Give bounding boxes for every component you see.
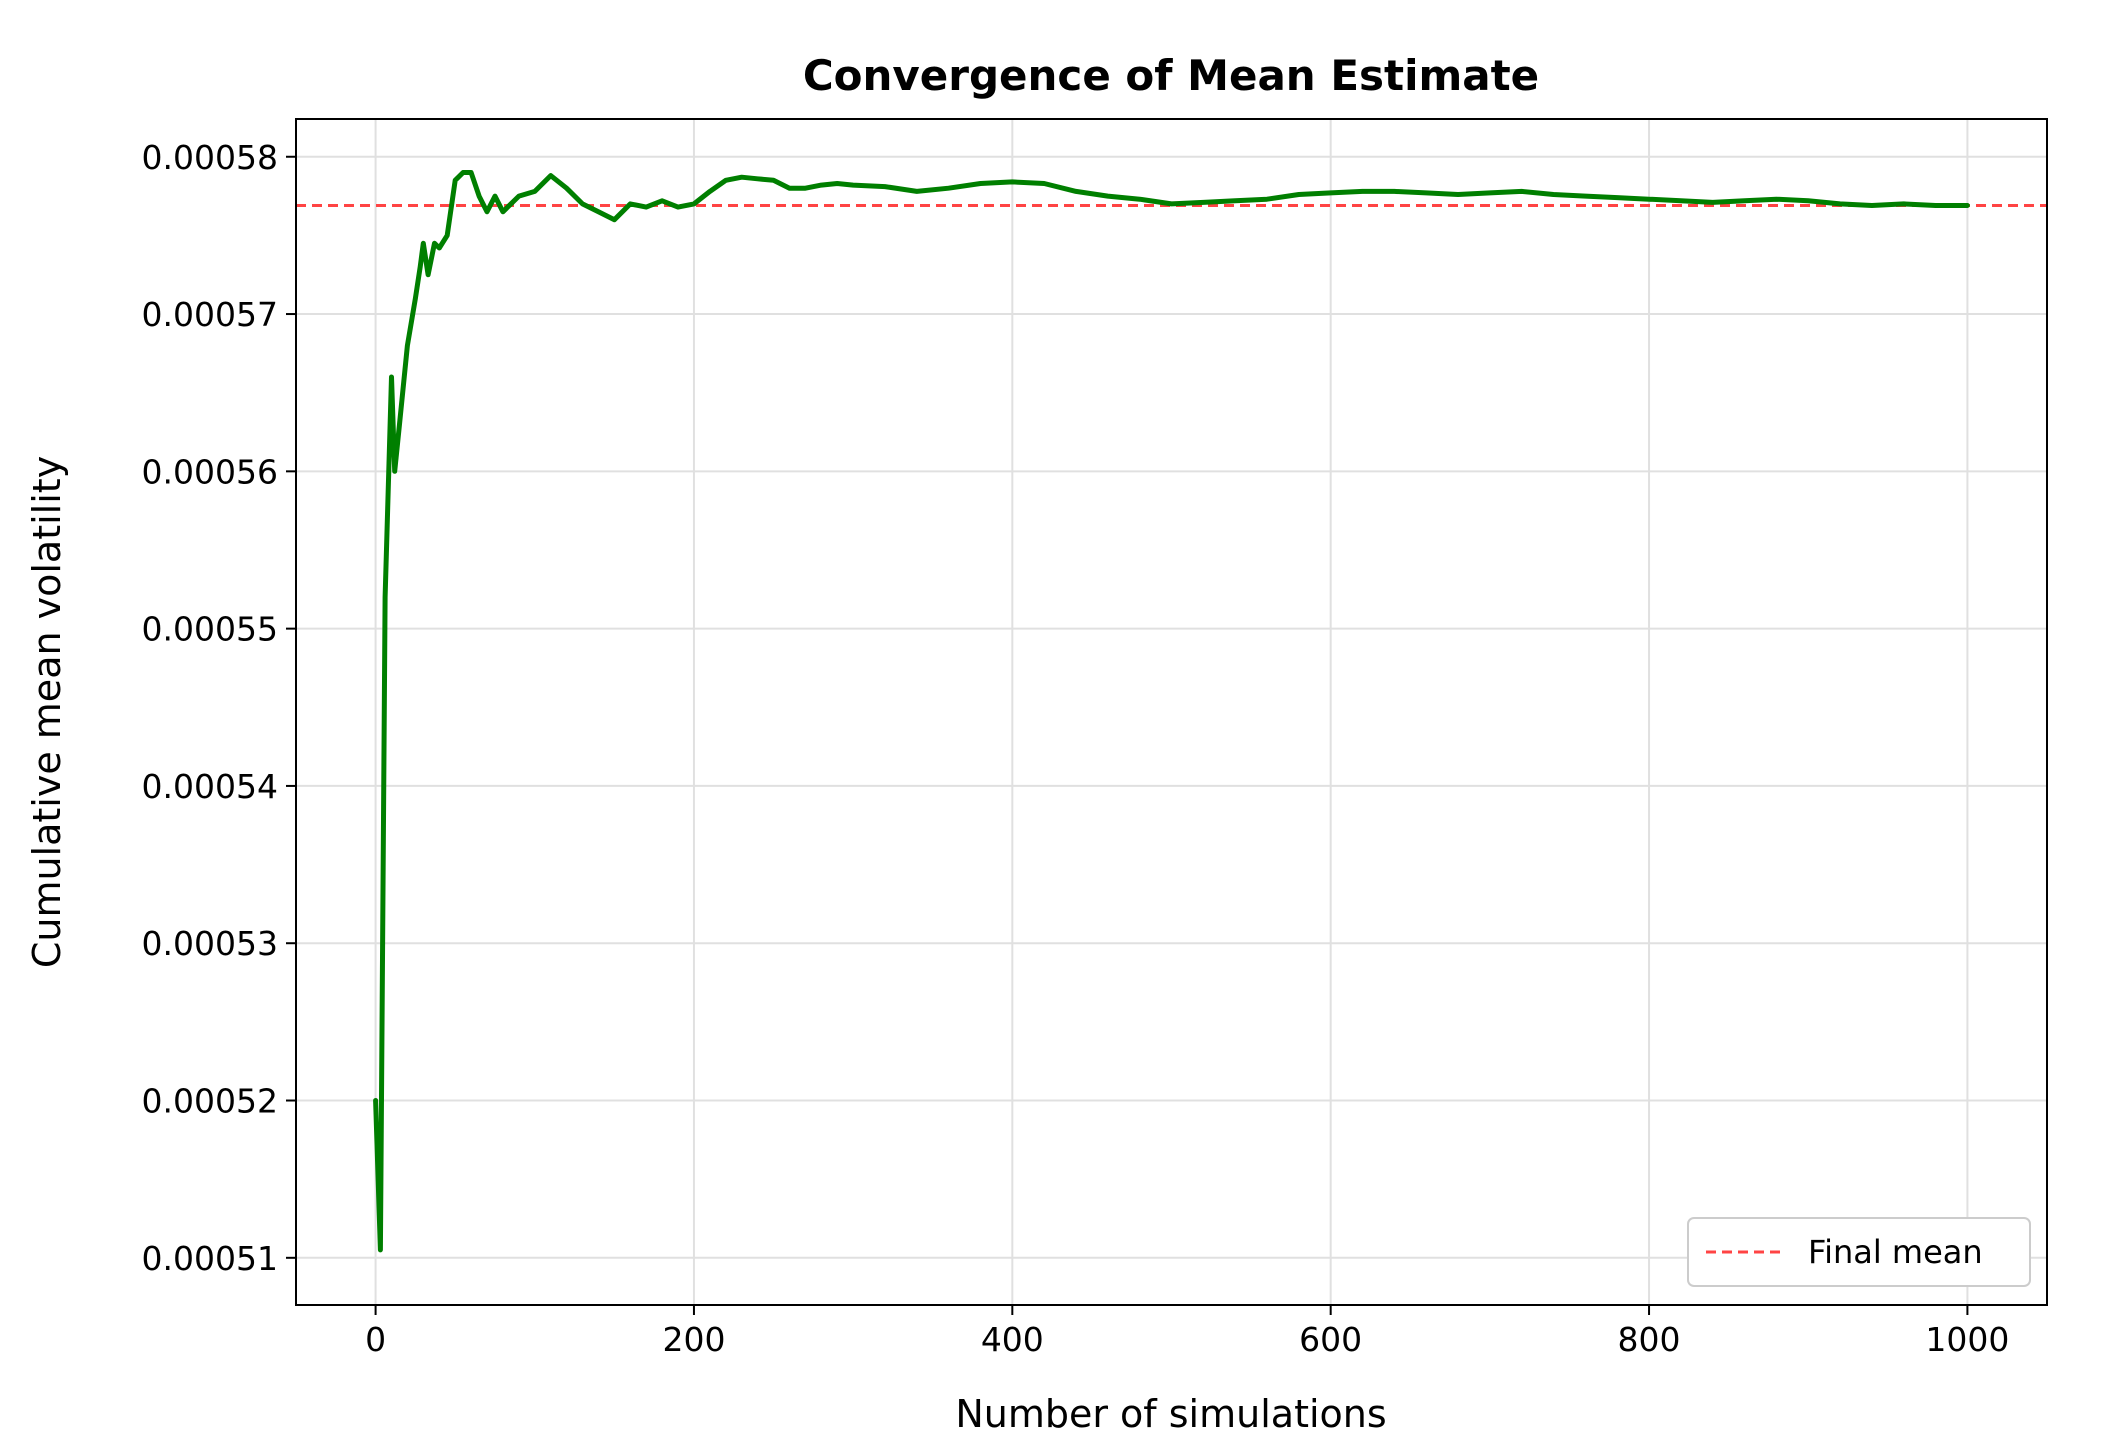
x-tick-label: 200 (662, 1320, 725, 1359)
y-tick-label: 0.00057 (142, 295, 278, 334)
y-tick-label: 0.00052 (142, 1082, 278, 1121)
x-tick-label: 0 (365, 1320, 386, 1359)
grid-layer (296, 119, 2047, 1305)
legend-box (1687, 1217, 2031, 1287)
legend: Final mean (1687, 1217, 2031, 1287)
legend-label-final-mean: Final mean (1808, 1233, 1983, 1271)
y-tick-label: 0.00053 (142, 924, 278, 963)
cumulative-mean-line (373, 170, 1970, 1253)
x-tick-label: 400 (981, 1320, 1044, 1359)
plot-frame (295, 118, 2048, 1306)
x-tick-label: 1000 (1925, 1320, 2009, 1359)
x-tick-label: 800 (1618, 1320, 1681, 1359)
y-tick-label: 0.00058 (142, 138, 278, 177)
y-tick-label: 0.00056 (142, 452, 278, 491)
y-axis-label: Cumulative mean volatility (25, 456, 69, 968)
x-axis-label: Number of simulations (955, 1392, 1386, 1436)
chart-title: Convergence of Mean Estimate (803, 51, 1539, 100)
x-tick-label: 600 (1299, 1320, 1362, 1359)
series-layer (296, 170, 2047, 1253)
y-tick-label: 0.00051 (142, 1239, 278, 1278)
y-tick-label: 0.00055 (142, 610, 278, 649)
y-tick-label: 0.00054 (142, 767, 278, 806)
tick-layer: 0 200 400 600 800 1000 0.00051 0.00052 0.00053 0.… (142, 138, 2010, 1359)
